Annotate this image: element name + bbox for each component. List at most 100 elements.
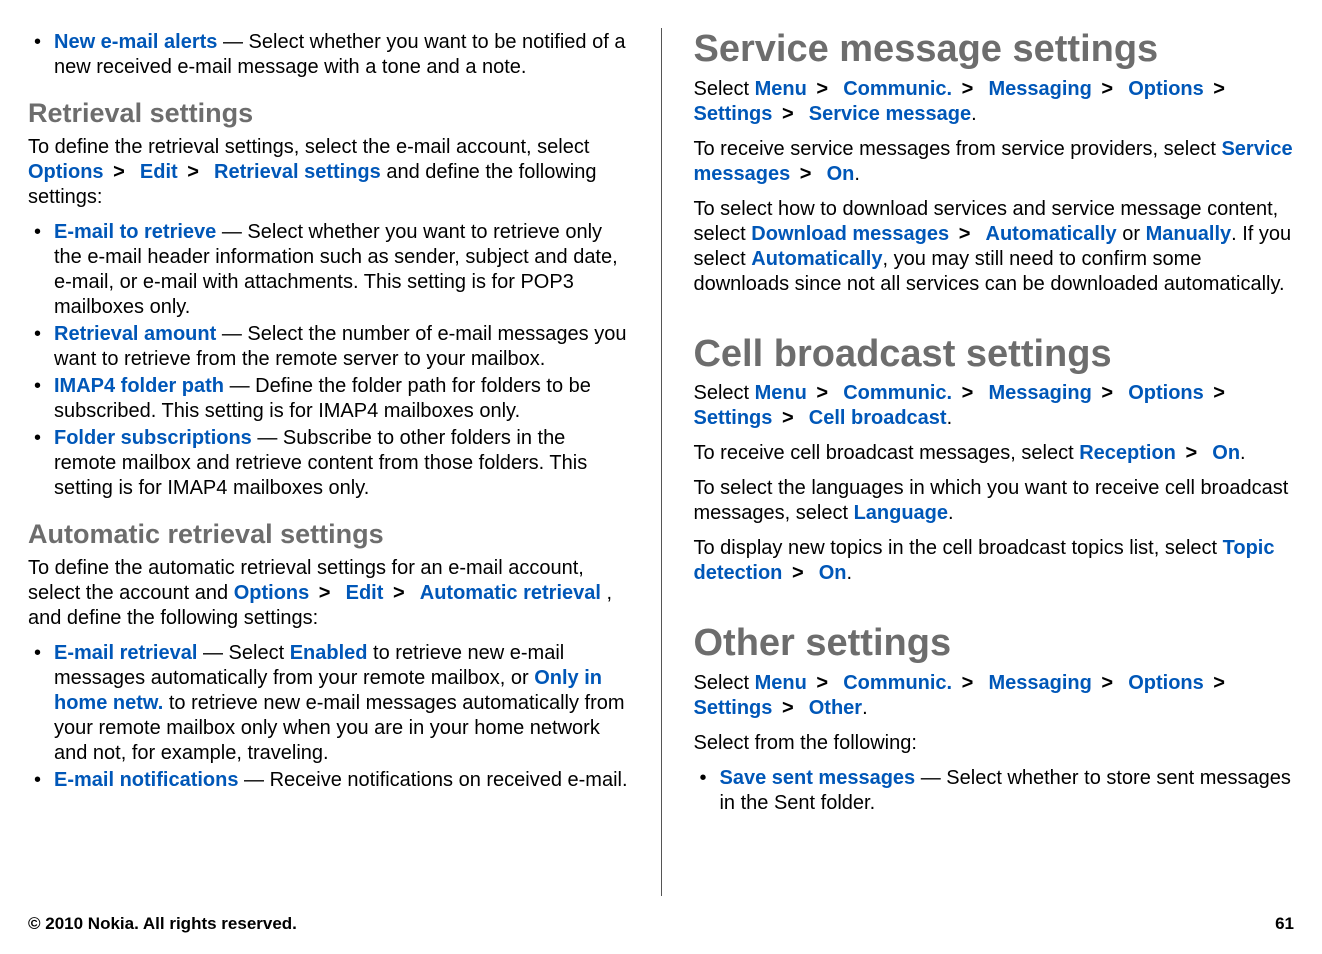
path-item: Options [1128, 382, 1204, 404]
path-item: Menu [755, 382, 807, 404]
term: Retrieval amount [54, 323, 216, 345]
path-item: Options [1128, 672, 1204, 694]
text: . [1240, 442, 1246, 464]
path-item: Settings [693, 697, 772, 719]
path-item: Settings [693, 103, 772, 125]
separator: > [782, 562, 813, 584]
term: E-mail retrieval [54, 642, 197, 664]
cell-p2: To select the languages in which you wan… [693, 476, 1294, 526]
page-number: 61 [1275, 914, 1294, 934]
column-divider [661, 28, 662, 896]
separator: > [790, 163, 821, 185]
list-item: E-mail retrieval — Select Enabled to ret… [28, 641, 629, 766]
text: . [971, 103, 977, 125]
separator: > [1204, 382, 1235, 404]
separator: > [1204, 78, 1235, 100]
separator: > [952, 78, 983, 100]
text: Select [693, 382, 754, 404]
list-item: Retrieval amount — Select the number of … [28, 322, 629, 372]
cell-p3: To display new topics in the cell broadc… [693, 536, 1294, 586]
retrieval-list: E-mail to retrieve — Select whether you … [28, 220, 629, 501]
text: . [854, 163, 860, 185]
path-item: On [1212, 442, 1240, 464]
path-item: Retrieval settings [214, 161, 381, 183]
term: E-mail notifications [54, 769, 238, 791]
separator: > [383, 582, 414, 604]
cell-heading: Cell broadcast settings [693, 333, 1294, 376]
path-item: Communic. [843, 78, 952, 100]
desc: — Receive notifications on received e-ma… [238, 769, 627, 791]
right-column: Service message settings Select Menu > C… [693, 28, 1294, 896]
path-item: Messaging [988, 672, 1091, 694]
term: IMAP4 folder path [54, 375, 224, 397]
path-item: Edit [140, 161, 178, 183]
separator: > [1092, 78, 1123, 100]
email-top-list: New e-mail alerts — Select whether you w… [28, 30, 629, 80]
separator: > [104, 161, 135, 183]
text: To select the languages in which you wan… [693, 477, 1288, 524]
service-path: Select Menu > Communic. > Messaging > Op… [693, 77, 1294, 127]
separator: > [772, 697, 803, 719]
path-item: Options [28, 161, 104, 183]
service-heading: Service message settings [693, 28, 1294, 71]
list-item: IMAP4 folder path — Define the folder pa… [28, 374, 629, 424]
separator: > [772, 407, 803, 429]
auto-intro: To define the automatic retrieval settin… [28, 556, 629, 631]
left-column: New e-mail alerts — Select whether you w… [28, 28, 629, 896]
separator: > [1176, 442, 1207, 464]
path-item: Reception [1079, 442, 1176, 464]
term: Language [854, 502, 948, 524]
path-item: Menu [755, 672, 807, 694]
separator: > [1092, 382, 1123, 404]
path-item: Messaging [988, 382, 1091, 404]
path-item: Service message [809, 103, 971, 125]
text: To define the retrieval settings, select… [28, 136, 589, 158]
text: To receive service messages from service… [693, 138, 1221, 160]
auto-list: E-mail retrieval — Select Enabled to ret… [28, 641, 629, 793]
option: Enabled [290, 642, 368, 664]
cell-path: Select Menu > Communic. > Messaging > Op… [693, 381, 1294, 431]
list-item: Folder subscriptions — Subscribe to othe… [28, 426, 629, 501]
separator: > [949, 223, 980, 245]
auto-heading: Automatic retrieval settings [28, 519, 629, 550]
path-item: Communic. [843, 382, 952, 404]
other-path: Select Menu > Communic. > Messaging > Op… [693, 671, 1294, 721]
separator: > [1092, 672, 1123, 694]
path-item: Options [234, 582, 310, 604]
path-item: Menu [755, 78, 807, 100]
text: . [847, 562, 853, 584]
term: E-mail to retrieve [54, 221, 216, 243]
copyright: © 2010 Nokia. All rights reserved. [28, 914, 297, 934]
other-list: Save sent messages — Select whether to s… [693, 766, 1294, 816]
text: To receive cell broadcast messages, sele… [693, 442, 1079, 464]
separator: > [772, 103, 803, 125]
separator: > [807, 78, 838, 100]
page: New e-mail alerts — Select whether you w… [0, 0, 1322, 954]
text: Select [693, 78, 754, 100]
text: . [862, 697, 868, 719]
path-item: Communic. [843, 672, 952, 694]
retrieval-heading: Retrieval settings [28, 98, 629, 129]
path-item: Cell broadcast [809, 407, 947, 429]
separator: > [309, 582, 340, 604]
service-p2: To select how to download services and s… [693, 197, 1294, 297]
path-item: Automatic retrieval [420, 582, 601, 604]
separator: > [952, 382, 983, 404]
list-item: E-mail notifications — Receive notificat… [28, 768, 629, 793]
path-item: On [819, 562, 847, 584]
path-item: Settings [693, 407, 772, 429]
other-lead: Select from the following: [693, 731, 1294, 756]
text: Select [693, 672, 754, 694]
list-item: New e-mail alerts — Select whether you w… [28, 30, 629, 80]
term: New e-mail alerts [54, 31, 217, 53]
cell-p1: To receive cell broadcast messages, sele… [693, 441, 1294, 466]
separator: > [807, 672, 838, 694]
path-item: On [827, 163, 855, 185]
footer: © 2010 Nokia. All rights reserved. 61 [28, 914, 1294, 934]
path-item: Edit [346, 582, 384, 604]
text: . [947, 407, 953, 429]
path-item: Options [1128, 78, 1204, 100]
path-item: Download messages [751, 223, 949, 245]
term: Save sent messages [719, 767, 915, 789]
text: To display new topics in the cell broadc… [693, 537, 1222, 559]
